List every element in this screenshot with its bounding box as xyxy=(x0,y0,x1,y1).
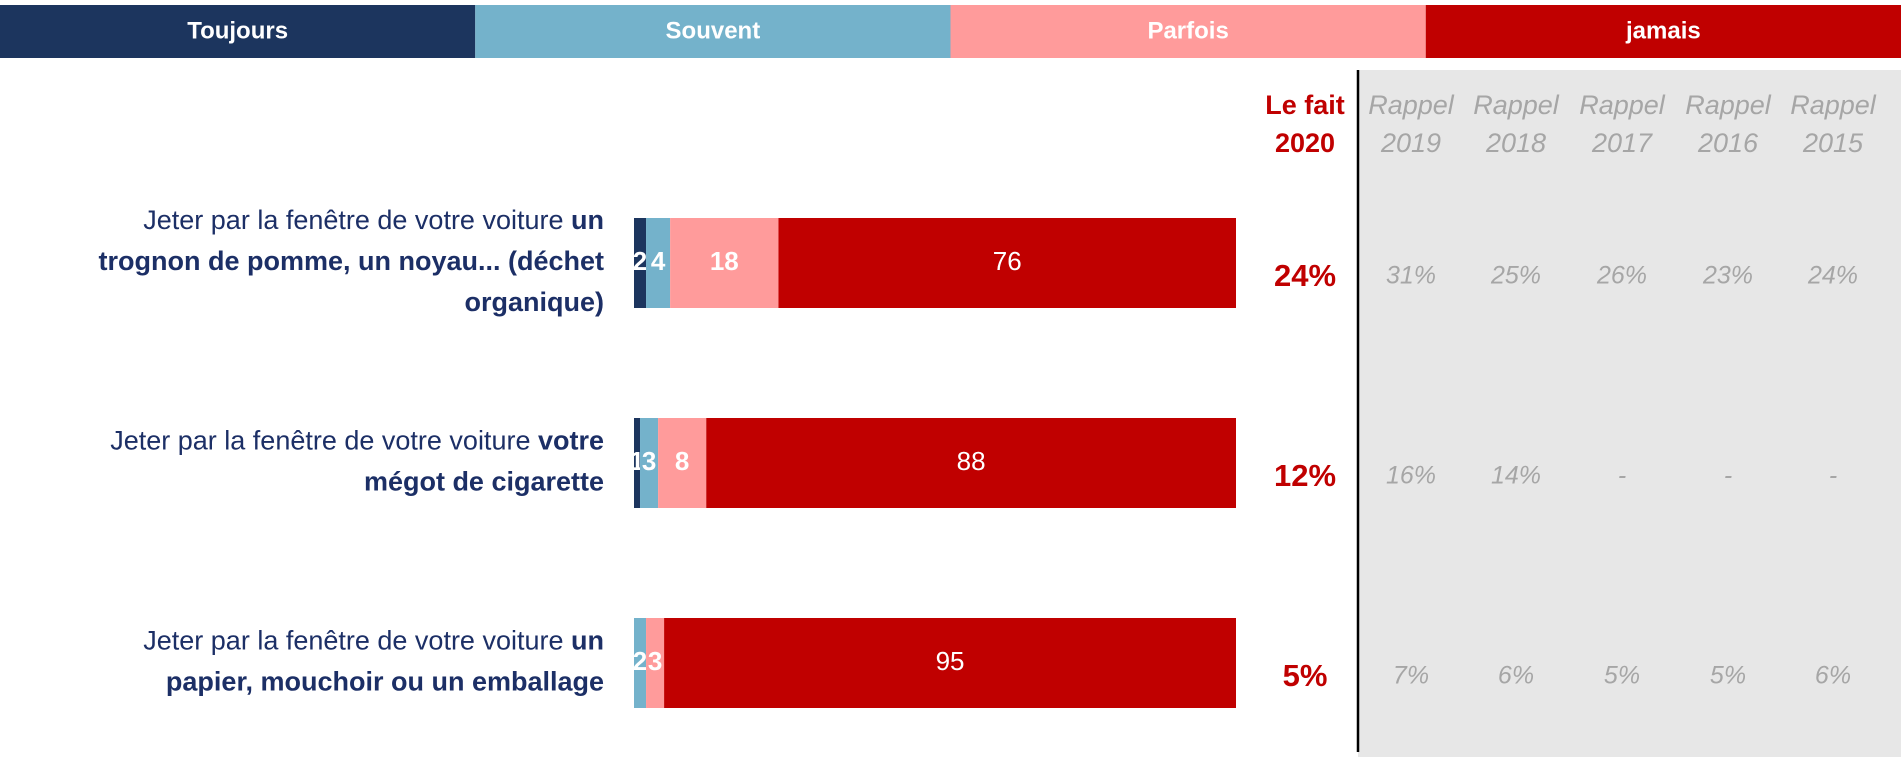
legend-label: Souvent xyxy=(666,17,761,44)
column-header: Rappel xyxy=(1368,90,1455,120)
bar-value-label: 3 xyxy=(648,646,662,676)
column-header: 2015 xyxy=(1802,128,1864,158)
column-header: 2018 xyxy=(1485,128,1546,158)
legend-swatch xyxy=(950,5,1426,58)
table-value: 23% xyxy=(1702,262,1753,290)
category-label: Jeter par la fenêtre de votre voiture un xyxy=(143,205,604,235)
category-label-text: Jeter par la fenêtre de votre voiture xyxy=(143,626,563,656)
column-header: Le fait xyxy=(1265,90,1345,120)
bar-value-label: 88 xyxy=(957,446,986,476)
bar-value-label: 95 xyxy=(936,646,965,676)
table-value: - xyxy=(1829,462,1837,490)
table-value: - xyxy=(1724,462,1732,490)
category-label: papier, mouchoir ou un emballage xyxy=(166,667,604,697)
table-value: 24% xyxy=(1274,258,1336,293)
bar-segment xyxy=(670,218,779,308)
category-label-bold: un xyxy=(564,205,605,235)
table-value: - xyxy=(1618,462,1626,490)
column-header: 2016 xyxy=(1697,128,1759,158)
bar-segment xyxy=(664,618,1236,708)
bar-value-label: 8 xyxy=(675,446,689,476)
bar-segment xyxy=(634,218,647,308)
legend-label: jamais xyxy=(1625,17,1701,44)
table-value: 12% xyxy=(1274,458,1336,493)
table-value: 26% xyxy=(1596,262,1647,290)
bar-value-label: 2 xyxy=(633,646,647,676)
legend-label: Parfois xyxy=(1147,17,1228,44)
table-value: 25% xyxy=(1490,262,1541,290)
column-header: 2017 xyxy=(1591,128,1653,158)
table-value: 7% xyxy=(1393,662,1429,690)
category-label-bold: un xyxy=(564,626,605,656)
bar-value-label: 2 xyxy=(633,246,647,276)
category-label-bold: trognon de pomme, un noyau... (déchet xyxy=(98,246,604,276)
column-header: 2020 xyxy=(1275,128,1335,158)
table-value: 24% xyxy=(1807,262,1858,290)
legend-swatch xyxy=(0,5,476,58)
history-panel xyxy=(1358,70,1901,757)
column-header: Rappel xyxy=(1685,90,1772,120)
category-label: Jeter par la fenêtre de votre voiture vo… xyxy=(110,426,604,456)
table-value: 5% xyxy=(1283,658,1328,693)
table-value: 6% xyxy=(1498,662,1534,690)
category-label-bold: mégot de cigarette xyxy=(364,467,604,497)
category-label: Jeter par la fenêtre de votre voiture un xyxy=(143,626,604,656)
category-label-bold: papier, mouchoir ou un emballage xyxy=(166,667,604,697)
table-value: 6% xyxy=(1815,662,1851,690)
legend-swatch xyxy=(475,5,951,58)
column-header: 2019 xyxy=(1380,128,1441,158)
bar-value-label: 4 xyxy=(651,246,666,276)
category-label: trognon de pomme, un noyau... (déchet xyxy=(98,246,604,276)
legend-label: Toujours xyxy=(187,17,288,44)
category-label-bold: organique) xyxy=(465,287,605,317)
bar-segment xyxy=(634,618,647,708)
category-label-text: Jeter par la fenêtre de votre voiture xyxy=(110,426,530,456)
bar-segment xyxy=(640,418,659,508)
table-value: 31% xyxy=(1386,262,1436,290)
table-value: 5% xyxy=(1604,662,1640,690)
bar-segment xyxy=(634,418,641,508)
category-label-bold: votre xyxy=(530,426,604,456)
bar-value-label: 18 xyxy=(710,246,739,276)
bar-value-label: 3 xyxy=(642,446,656,476)
column-header: Rappel xyxy=(1473,90,1560,120)
bar-segment xyxy=(658,418,707,508)
table-value: 16% xyxy=(1386,462,1436,490)
bar-value-label: 76 xyxy=(993,246,1022,276)
bar-segment xyxy=(706,418,1236,508)
category-label-text: Jeter par la fenêtre de votre voiture xyxy=(143,205,563,235)
category-label: mégot de cigarette xyxy=(364,467,604,497)
table-value: 5% xyxy=(1710,662,1746,690)
table-value: 14% xyxy=(1491,462,1541,490)
bar-segment xyxy=(646,218,671,308)
bar-segment xyxy=(646,618,665,708)
column-header: Rappel xyxy=(1579,90,1666,120)
category-label: organique) xyxy=(465,287,605,317)
legend-swatch xyxy=(1425,5,1901,58)
bar-segment xyxy=(778,218,1236,308)
column-header: Rappel xyxy=(1790,90,1877,120)
